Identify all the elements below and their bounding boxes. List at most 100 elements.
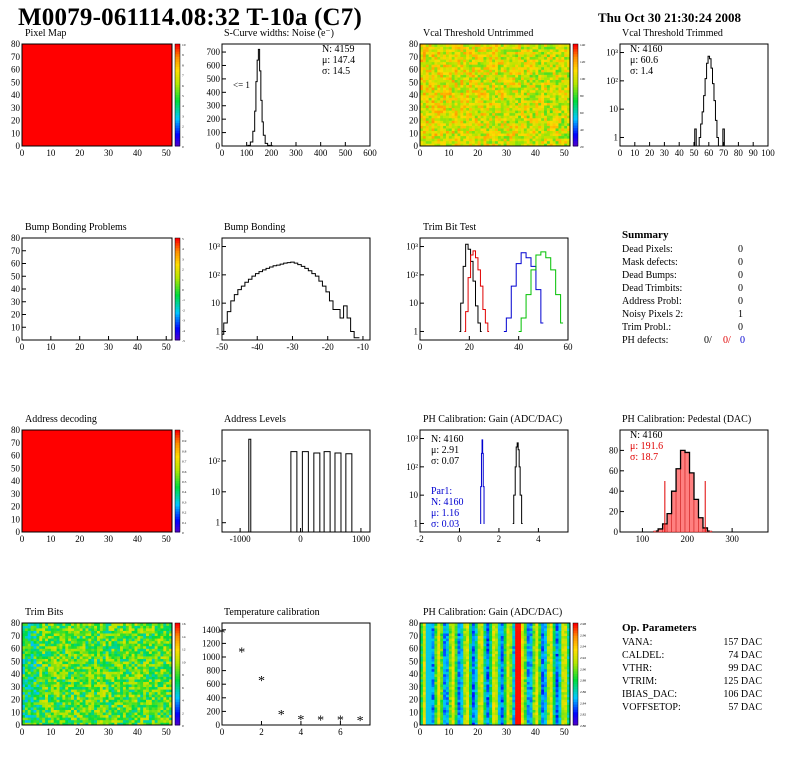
heatmap-cell [24,628,29,631]
heatmap-cell [538,56,542,60]
heatmap-cell [448,69,453,73]
heatmap-cell [538,128,542,131]
heatmap-cell [22,696,26,700]
heatmap-cell [56,696,60,700]
heatmap-cell [157,633,161,637]
heatmap-cell [22,689,26,693]
heatmap-cell [111,651,115,654]
heatmap-cell [552,59,556,63]
heatmap-cell [422,648,427,652]
heatmap-cell [546,112,551,116]
heatmap-cell [73,671,78,675]
heatmap-cell [154,722,158,726]
heatmap-cell [148,699,153,703]
heatmap-cell [140,717,144,721]
x-tick-label: 300 [289,148,303,158]
heatmap-cell [65,719,69,723]
heatmap-cell [73,704,78,708]
heatmap-cell [425,120,429,124]
panel-title: Address Levels [224,414,286,425]
heatmap-cell [503,125,507,129]
heatmap-cell [437,49,441,52]
stat-mean: μ: 147.4 [322,55,356,66]
heatmap-cell [85,633,89,637]
heatmap-cell [503,100,507,103]
heatmap-cell [454,84,458,88]
heatmap-cell [50,658,55,662]
heatmap-cell [428,77,432,80]
heatmap-cell [73,691,78,695]
heatmap-cell [512,92,516,96]
heatmap-cell [36,681,40,685]
heatmap-cell [105,661,109,665]
heatmap-cell [509,79,513,83]
heatmap-cell [497,89,502,93]
heatmap-cell [480,59,484,63]
heatmap-cell [471,92,476,96]
zbar-tick-label: 1 [182,429,184,433]
heatmap-cell [108,722,112,726]
heatmap-cell [50,707,55,710]
heatmap-cell [120,671,124,675]
heatmap-cell [125,630,130,634]
y-tick-label: 20 [609,507,619,517]
heatmap-cell [443,117,447,121]
x-tick-label: 70 [719,148,729,158]
heatmap-cell [549,46,553,50]
heatmap-cell [111,663,115,667]
heatmap-cell [59,707,63,710]
heatmap-cell [457,140,461,144]
zbar-cell [175,289,180,293]
heatmap-cell [76,625,80,629]
heatmap-cell [30,722,34,726]
heatmap-cell [469,89,473,93]
heatmap-cell [120,648,124,652]
heatmap-cell [88,707,92,710]
heatmap-cell [134,653,138,657]
heatmap-cell [477,74,481,78]
heatmap-cell [541,128,545,131]
heatmap-cell [94,707,98,710]
heatmap-cell [134,645,138,649]
heatmap-cell [24,686,29,690]
stat-sigma: σ: 18.7 [630,452,659,463]
heatmap-cell [506,95,510,98]
heatmap-cell [47,679,52,682]
heatmap-cell [437,79,441,83]
heatmap-cell [454,143,458,147]
heatmap-cell [526,59,530,63]
heatmap-cell [53,633,57,637]
heatmap-cell [65,674,69,677]
heatmap-cell [526,102,530,106]
heatmap-cell [151,686,155,690]
heatmap-cell [102,676,106,680]
heatmap-cell [448,77,453,80]
heatmap-cell [518,133,522,137]
heatmap-cell [483,125,487,129]
heatmap-cell [76,679,80,682]
heatmap-cell [97,702,101,705]
heatmap-cell [509,125,513,129]
stat-sigma: σ: 0.07 [431,456,460,467]
heatmap-cell [503,123,507,126]
heatmap-cell [454,46,458,50]
heatmap-cell [541,44,545,47]
heatmap-cell [99,674,104,677]
x-tick-label: 20 [75,534,85,544]
heatmap-cell [552,61,556,65]
heatmap-cell [535,100,539,103]
heatmap-cell [24,645,29,649]
heatmap-cell [555,117,559,121]
heatmap-cell [529,102,533,106]
heatmap-cell [552,82,556,86]
heatmap-cell [59,709,63,713]
heatmap-cell [45,686,49,690]
heatmap-cell [420,689,424,693]
heatmap-cell [541,133,545,137]
heatmap-cell [440,130,444,134]
heatmap-cell [160,638,164,642]
heatmap-cell [160,707,164,710]
heatmap-cell [97,668,101,672]
heatmap-cell [157,651,161,654]
heatmap-cell [111,635,115,639]
